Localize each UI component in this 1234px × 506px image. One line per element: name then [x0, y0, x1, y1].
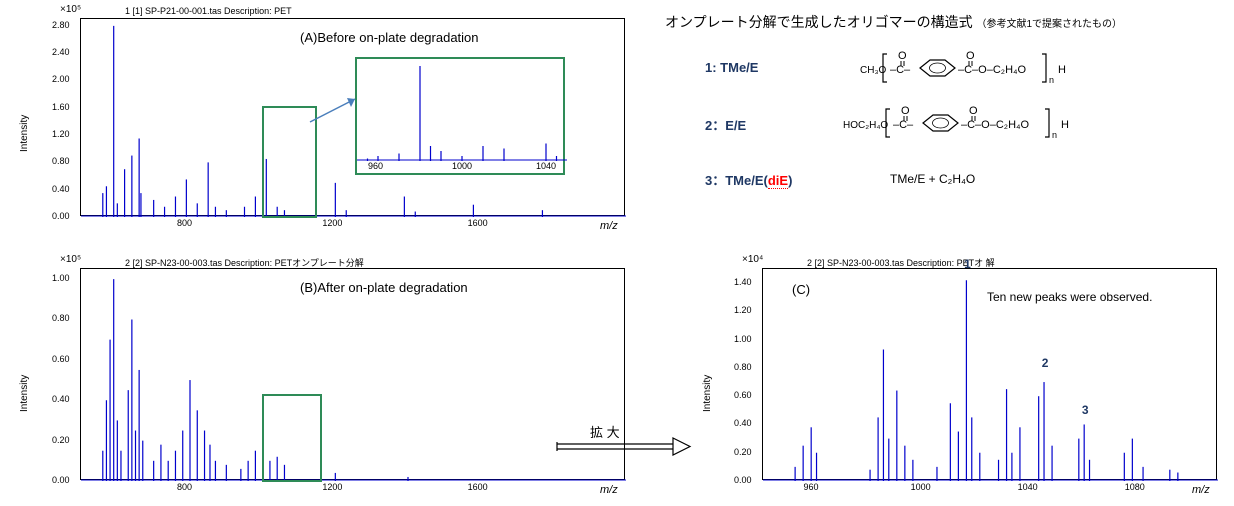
struct-2-svg: HOC₂H₄O –C– O –C–O–C₂H₄O O n H [843, 103, 1153, 143]
x-tick: 1080 [1125, 482, 1145, 492]
y-tick: 1.00 [734, 334, 752, 344]
expand-arrow: 拡 大 [555, 440, 690, 470]
chart-a-inset-spectrum [357, 61, 567, 161]
y-tick: 1.20 [52, 129, 70, 139]
structures-panel: オンプレート分解で生成したオリゴマーの構造式 （参考文献1で提案されたもの） 1… [665, 12, 1225, 232]
struct-3-text: TMe/E + C₂H₄O [890, 172, 975, 186]
struct-3-label: 3：TMe/E(diE) [705, 170, 792, 189]
chart-a-file: 1 [1] SP-P21-00-001.tas Description: PET [125, 6, 292, 16]
y-tick: 0.60 [734, 390, 752, 400]
chart-b-plot [80, 268, 625, 480]
x-tick: 960 [804, 482, 819, 492]
expand-label: 拡 大 [590, 422, 620, 441]
inset-xtick: 1000 [452, 161, 472, 171]
structures-heading-main: オンプレート分解で生成したオリゴマーの構造式 [665, 14, 973, 30]
chart-b: ×10⁵ 2 [2] SP-N23-00-003.tas Description… [5, 252, 635, 500]
peak-label-2: 2 [1042, 356, 1049, 370]
y-tick: 2.00 [52, 74, 70, 84]
structures-heading-small: （参考文献1で提案されたもの） [976, 19, 1122, 30]
y-tick: 0.80 [734, 362, 752, 372]
x-tick: 1200 [322, 482, 342, 492]
chart-a-ylabel: Intensity [19, 115, 30, 152]
y-tick: 0.80 [52, 313, 70, 323]
x-tick: 1200 [322, 218, 342, 228]
x-tick: 1600 [468, 218, 488, 228]
svg-text:H: H [1061, 119, 1069, 131]
svg-text:n: n [1052, 130, 1057, 140]
y-tick: 2.80 [52, 20, 70, 30]
peak-label-3: 3 [1082, 403, 1089, 417]
chart-c: ×10⁴ 2 [2] SP-N23-00-003.tas Description… [692, 252, 1230, 500]
chart-b-highlight-box [262, 394, 322, 482]
chart-a-yexp: ×10⁵ [60, 4, 81, 15]
inset-xtick: 1040 [536, 161, 556, 171]
struct-3-label-close: ) [788, 173, 792, 188]
y-tick: 0.00 [52, 475, 70, 485]
x-tick: 800 [177, 218, 192, 228]
chart-a: ×10⁵ 1 [1] SP-P21-00-001.tas Description… [5, 2, 635, 232]
peak-label-1: 1 [964, 257, 971, 271]
struct-2-label: 2：E/E [705, 115, 746, 134]
chart-b-spectrum [81, 269, 626, 481]
svg-text:HOC₂H₄O: HOC₂H₄O [843, 120, 888, 131]
chart-b-xlabel: m/z [600, 484, 618, 496]
chart-b-yexp: ×10⁵ [60, 254, 81, 265]
y-tick: 0.00 [734, 475, 752, 485]
chart-c-ylabel: Intensity [702, 375, 713, 412]
y-tick: 0.40 [52, 394, 70, 404]
svg-text:–C–O–C₂H₄O: –C–O–C₂H₄O [958, 64, 1027, 76]
x-tick: 1600 [468, 482, 488, 492]
structures-heading: オンプレート分解で生成したオリゴマーの構造式 （参考文献1で提案されたもの） [665, 12, 1122, 32]
chart-a-xlabel: m/z [600, 220, 618, 232]
y-tick: 2.40 [52, 47, 70, 57]
y-tick: 1.40 [734, 277, 752, 287]
y-tick: 0.80 [52, 156, 70, 166]
chart-c-overlay: (C) [792, 282, 810, 297]
y-tick: 0.20 [734, 447, 752, 457]
struct-3-label-die: diE [768, 173, 788, 189]
y-tick: 1.60 [52, 102, 70, 112]
chart-a-arrow [310, 117, 365, 118]
svg-text:O: O [966, 50, 975, 62]
x-tick: 1040 [1018, 482, 1038, 492]
svg-text:O: O [901, 105, 910, 117]
struct-1-label: 1: TMe/E [705, 60, 758, 75]
svg-text:–C–O–C₂H₄O: –C–O–C₂H₄O [961, 119, 1030, 131]
chart-a-inset: 960 1000 1040 [355, 57, 565, 175]
svg-text:O: O [898, 50, 907, 62]
chart-c-yexp: ×10⁴ [742, 254, 763, 265]
struct-1-svg: CH₃O –C– O –C–O–C₂H₄O O n H [860, 48, 1150, 88]
y-tick: 1.20 [734, 305, 752, 315]
chart-a-overlay: (A)Before on-plate degradation [300, 30, 479, 45]
struct-3-label-main: 3：TMe/E( [705, 173, 768, 188]
y-tick: 0.40 [52, 184, 70, 194]
struct-1-formula: CH₃O –C– O –C–O–C₂H₄O O n H [860, 48, 1150, 93]
y-tick: 0.40 [734, 418, 752, 428]
y-tick: 0.00 [52, 211, 70, 221]
y-tick: 0.60 [52, 354, 70, 364]
chart-c-note: Ten new peaks were observed. [987, 290, 1152, 304]
y-tick: 1.00 [52, 273, 70, 283]
x-tick: 1000 [911, 482, 931, 492]
svg-text:n: n [1049, 75, 1054, 85]
chart-b-ylabel: Intensity [19, 375, 30, 412]
inset-xtick: 960 [368, 161, 383, 171]
y-tick: 0.20 [52, 435, 70, 445]
chart-c-xlabel: m/z [1192, 484, 1210, 496]
struct-2-formula: HOC₂H₄O –C– O –C–O–C₂H₄O O n H [843, 103, 1153, 148]
svg-text:O: O [969, 105, 978, 117]
svg-text:H: H [1058, 64, 1066, 76]
chart-b-overlay: (B)After on-plate degradation [300, 280, 468, 295]
x-tick: 800 [177, 482, 192, 492]
